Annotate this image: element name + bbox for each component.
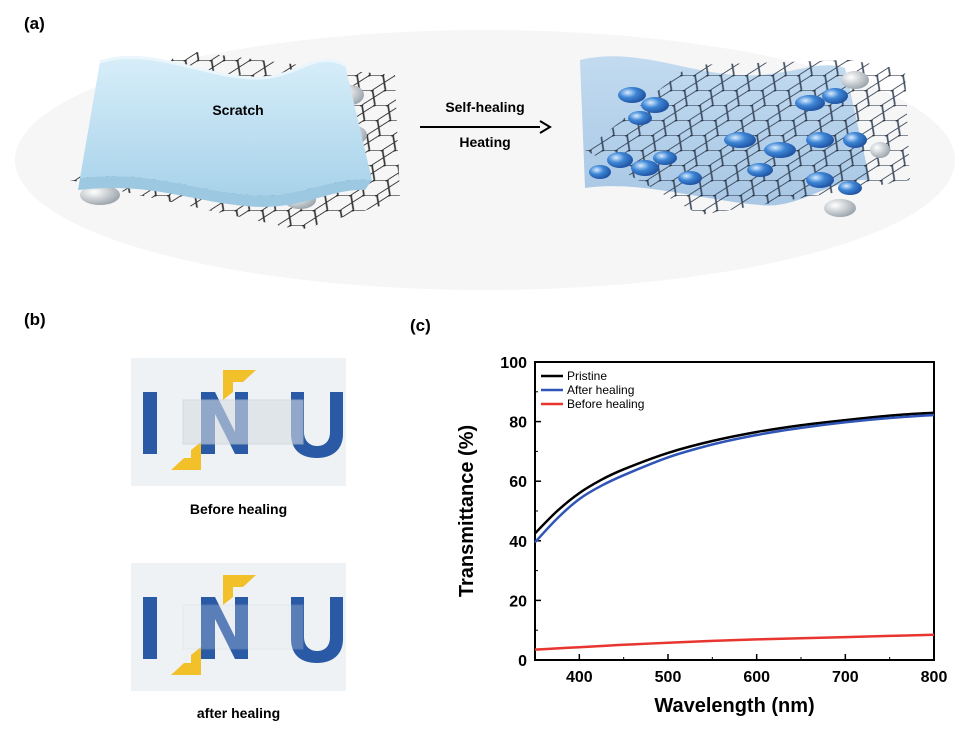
x-tick-label: 600 [743,669,770,686]
series-line-after-healing [535,415,934,542]
y-tick-label: 0 [518,653,527,670]
x-tick-label: 700 [832,669,859,686]
y-tick-label: 80 [509,415,527,432]
x-tick-label: 500 [655,669,682,686]
legend-label: After healing [567,383,634,397]
x-axis-label: Wavelength (nm) [654,695,814,717]
legend-label: Pristine [567,369,607,383]
series-line-before-healing [535,635,934,650]
series-line-pristine [535,413,934,534]
x-tick-label: 800 [921,669,948,686]
y-tick-label: 40 [509,534,527,551]
legend-label: Before healing [567,397,644,411]
y-axis-label: Transmittance (%) [456,425,478,597]
y-tick-label: 100 [500,355,527,372]
x-tick-label: 400 [566,669,593,686]
y-tick-label: 60 [509,474,527,491]
y-tick-label: 20 [509,593,527,610]
